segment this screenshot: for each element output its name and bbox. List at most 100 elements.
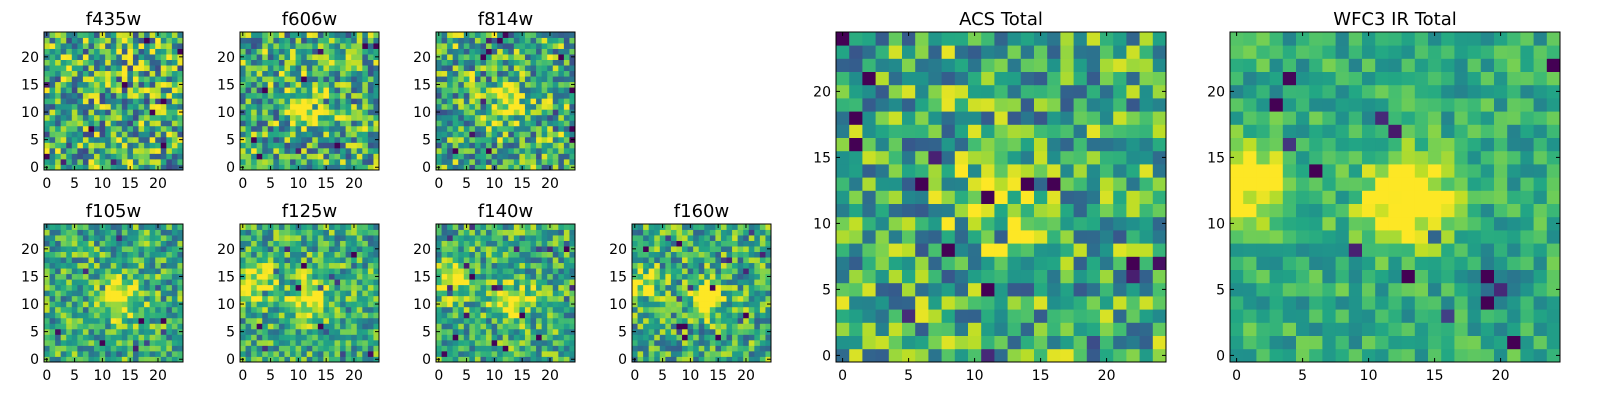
heatmap-cell [447, 328, 454, 335]
heatmap-cell [458, 323, 465, 330]
heatmap-cell [105, 345, 112, 352]
heatmap-cell [301, 37, 308, 44]
heatmap-cell [66, 328, 73, 335]
heatmap-cell [60, 257, 67, 264]
heatmap-cell [245, 279, 252, 286]
y-tick-label: 20 [413, 242, 431, 258]
heatmap-cell [362, 312, 369, 319]
heatmap-cell [94, 70, 100, 77]
heatmap-cell [149, 153, 156, 160]
heatmap-cell [88, 120, 95, 127]
heatmap-cell [55, 317, 62, 324]
heatmap-cell [340, 312, 347, 319]
heatmap-cell [44, 48, 50, 55]
heatmap-cell [273, 76, 280, 83]
heatmap-cell [552, 339, 559, 346]
heatmap-cell [1073, 203, 1088, 218]
heatmap-cell [166, 109, 173, 116]
heatmap-cell [654, 268, 661, 275]
heatmap-cell [486, 279, 492, 286]
heatmap-cell [726, 317, 733, 324]
heatmap-cell [245, 229, 252, 236]
heatmap-cell [262, 312, 269, 319]
heatmap-cell [373, 350, 380, 357]
heatmap-cell [278, 295, 285, 302]
heatmap-cell [441, 339, 448, 346]
heatmap-cell [447, 147, 454, 154]
heatmap-cell [693, 224, 700, 230]
heatmap-cell [643, 257, 650, 264]
heatmap-cell [105, 125, 112, 132]
heatmap-cell [144, 345, 151, 352]
heatmap-cell [491, 65, 498, 72]
heatmap-cell [251, 158, 258, 165]
heatmap-cell [317, 273, 324, 280]
heatmap-cell [144, 235, 151, 241]
heatmap-cell [110, 153, 117, 160]
heatmap-cell [273, 279, 280, 286]
heatmap-cell [284, 37, 291, 44]
heatmap-cell [171, 164, 178, 171]
heatmap-cell [530, 76, 537, 83]
heatmap-cell [436, 262, 442, 269]
heatmap-cell [508, 114, 515, 121]
heatmap-cell [373, 65, 380, 72]
heatmap-cell [290, 339, 296, 346]
heatmap-cell [513, 43, 520, 49]
heatmap-cell [55, 350, 62, 357]
heatmap-cell [373, 70, 380, 77]
heatmap-cell [497, 32, 504, 38]
heatmap-cell [116, 114, 123, 121]
heatmap-cell [144, 356, 151, 363]
heatmap-cell [558, 54, 565, 60]
heatmap-cell [530, 284, 537, 291]
heatmap-cell [290, 345, 296, 352]
heatmap-cell [1126, 190, 1140, 204]
heatmap-cell [536, 224, 543, 230]
heatmap-cell [306, 153, 313, 160]
heatmap-cell [715, 284, 722, 291]
heatmap-cell [654, 284, 661, 291]
heatmap-cell [278, 345, 285, 352]
heatmap-cell [362, 164, 369, 171]
heatmap-cell [1020, 335, 1035, 350]
heatmap-cell [77, 114, 84, 121]
heatmap-cell [110, 48, 117, 55]
heatmap-cell [290, 240, 296, 247]
heatmap-cell [704, 350, 711, 357]
heatmap-cell [121, 109, 128, 116]
heatmap-cell [491, 54, 498, 60]
heatmap-cell [278, 262, 285, 269]
heatmap-cell [66, 290, 73, 297]
heatmap-cell [474, 136, 481, 143]
heatmap-cell [138, 295, 145, 302]
heatmap-cell [49, 334, 56, 341]
heatmap-cell [328, 136, 335, 143]
heatmap-cell [284, 92, 291, 99]
heatmap-cell [110, 120, 117, 127]
heatmap-cell [82, 284, 89, 291]
heatmap-cell [160, 290, 167, 297]
heatmap-cell [295, 268, 302, 275]
heatmap-cell [77, 273, 84, 280]
heatmap-cell [345, 350, 352, 357]
heatmap-cell [245, 136, 252, 143]
heatmap-cell [682, 273, 688, 280]
heatmap-cell [295, 350, 302, 357]
heatmap-cell [524, 240, 531, 247]
heatmap-cell [356, 164, 363, 171]
heatmap-cell [295, 323, 302, 330]
heatmap-cell [82, 70, 89, 77]
heatmap-cell [345, 87, 352, 94]
heatmap-cell [469, 158, 476, 165]
heatmap-cell [452, 87, 459, 94]
heatmap-cell [49, 114, 56, 121]
heatmap-cell [171, 131, 178, 138]
heatmap-cell [849, 230, 863, 244]
heatmap-cell [670, 328, 677, 335]
heatmap-cell [323, 158, 330, 165]
heatmap-cell [356, 81, 363, 88]
heatmap-cell [94, 273, 100, 280]
heatmap-cell [94, 334, 100, 341]
heatmap-cell [362, 235, 369, 241]
